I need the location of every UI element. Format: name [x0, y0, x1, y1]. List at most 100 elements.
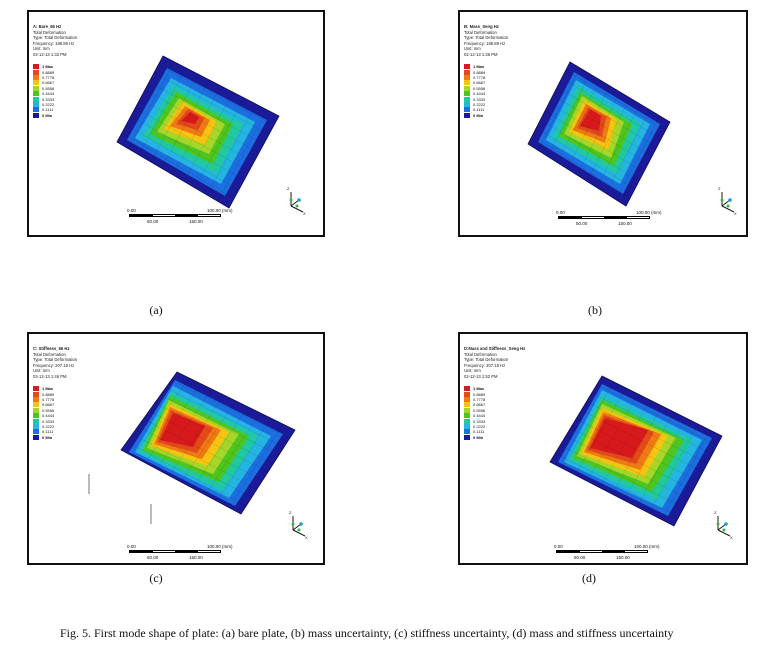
scale-tick: 0.00 [127, 208, 136, 213]
info-title: D:Mass and Stiffness_Seng Hz [464, 346, 526, 351]
legend-entry: 0.3333 [464, 96, 486, 102]
legend-swatch [464, 423, 470, 429]
legend-entry: 0.2222 [33, 423, 55, 429]
legend-swatch [464, 74, 470, 80]
info-line: Total Deformation [464, 351, 497, 357]
legend-entry: 1 Max [464, 386, 485, 392]
legend-swatch [33, 80, 39, 86]
info-title: B: Mass_Seng Hz [464, 24, 499, 29]
legend-label: 0.3333 [473, 418, 486, 424]
contour-legend: 1 Max 0.8889 0.7778 0.6667 0.5556 0.4444 0.333… [33, 64, 54, 118]
legend-swatch [464, 112, 470, 118]
legend-entry: 0.3333 [464, 418, 486, 424]
legend-entry: 1 Max [33, 64, 54, 70]
legend-label: 0.8889 [42, 391, 55, 397]
legend-entry: 1 Max [33, 386, 54, 392]
legend-swatch [464, 107, 470, 113]
svg-text:X: X [734, 211, 737, 216]
legend-entry: 0.7778 [464, 396, 485, 402]
legend-swatch [33, 69, 39, 75]
legend-entry: 0.6667 [33, 402, 55, 408]
subfigure-label-c: (c) [149, 571, 163, 585]
legend-swatch [464, 402, 470, 408]
legend-swatch [464, 80, 470, 86]
subfigure-label-b: (b) [588, 303, 602, 317]
scale-tick: 100.00 (mm) [207, 544, 233, 549]
legend-entry: 0.5556 [464, 85, 486, 91]
scale-tick: 150.00 [189, 219, 203, 224]
contour-legend: 1 Max 0.8889 0.7778 0.6667 0.5556 0.4444 0.333… [464, 386, 485, 440]
scale-tick: 50.00 [147, 555, 159, 560]
legend-label: 0.2222 [473, 423, 486, 429]
legend-entry: 0.8889 [464, 69, 485, 75]
svg-text:Z: Z [287, 186, 290, 191]
legend-swatch [464, 434, 470, 440]
triad-icon: Z X [289, 510, 308, 540]
info-line: Type: Total Deformation [464, 35, 509, 41]
legend-entry: 0.7778 [33, 74, 54, 80]
legend-swatch [33, 434, 39, 440]
scale-tick: 0.00 [556, 210, 565, 215]
legend-swatch [33, 91, 39, 97]
legend-swatch [464, 64, 470, 70]
svg-text:X: X [305, 535, 308, 540]
scale-tick: 150.00 [189, 555, 203, 560]
legend-label: 0.2222 [42, 423, 55, 429]
svg-text:X: X [730, 535, 733, 540]
info-line: Frequency: 207.18 Hz [33, 362, 75, 368]
legend-label: 0.1111 [473, 107, 485, 113]
legend-label: 0.5556 [473, 85, 486, 91]
legend-entry: 0.6667 [464, 80, 486, 86]
scale-tick: 100.00 (mm) [207, 208, 233, 213]
legend-label: 1 Max [473, 64, 485, 70]
legend-swatch [33, 74, 39, 80]
scale-tick: 0.00 [554, 544, 563, 549]
legend-swatch [33, 396, 39, 402]
legend-swatch [33, 64, 39, 70]
legend-swatch [33, 423, 39, 429]
legend-swatch [33, 96, 39, 102]
scale-tick: 50.00 [576, 221, 588, 226]
legend-swatch [464, 407, 470, 413]
result-info: A: Bare_66 Hz Total Deformation Type: To… [33, 24, 77, 58]
info-line: 02-12-13 1:46 PM [33, 373, 67, 379]
info-line: Total Deformation [33, 29, 66, 35]
plate-mode-shape-a: Z X [116, 55, 306, 216]
legend-entry: 0 Min [464, 112, 485, 118]
legend-label: 0.4444 [473, 91, 486, 97]
scale-tick: 100.00 (mm) [636, 210, 662, 215]
legend-entry: 0.2222 [464, 423, 486, 429]
legend-label: 0.7778 [473, 74, 486, 80]
subfigure-label-d: (d) [582, 571, 596, 585]
legend-swatch [33, 112, 39, 118]
legend-label: 0.1111 [473, 429, 485, 435]
info-line: Unit: mm [33, 46, 50, 52]
legend-label: 0.6667 [473, 80, 486, 86]
panel-d: Z X D:Mass and Stiffness_Seng Hz Total D… [458, 332, 748, 565]
legend-label: 0 Min [42, 434, 53, 440]
legend-label: 0.6667 [42, 402, 55, 408]
info-line: Type: Total Deformation [464, 357, 509, 363]
legend-entry: 0.1111 [33, 429, 54, 435]
legend-label: 0 Min [473, 112, 484, 118]
legend-label: 0.8889 [473, 391, 486, 397]
legend-entry: 0 Min [33, 112, 54, 118]
legend-entry: 0.5556 [33, 85, 54, 91]
legend-label: 0.4444 [473, 413, 486, 419]
plate-mode-shape-c: Z X [88, 371, 308, 540]
legend-label: 0.7778 [42, 396, 55, 402]
legend-swatch [464, 101, 470, 107]
legend-entry: 0.8889 [33, 69, 55, 75]
legend-label: 0.1111 [42, 429, 54, 435]
legend-label: 0 Min [473, 434, 484, 440]
plate-mode-shape-d: Z X [549, 375, 733, 540]
legend-entry: 0.7778 [464, 74, 486, 80]
legend-label: 0.1111 [42, 107, 54, 113]
legend-entry: 0 Min [464, 434, 485, 440]
scale-tick: 0.00 [127, 544, 136, 549]
legend-swatch [464, 391, 470, 397]
legend-entry: 0.7778 [33, 396, 55, 402]
legend-label: 0.8889 [42, 69, 55, 75]
legend-label: 0.3333 [42, 418, 55, 424]
legend-label: 0.3333 [473, 96, 486, 102]
